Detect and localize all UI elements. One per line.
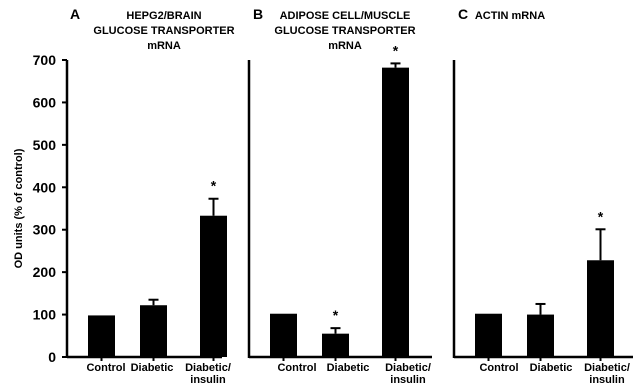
category-label: Diabetic/ [385, 362, 431, 374]
y-tick-label: 500 [33, 137, 57, 153]
category-label: Diabetic/ [185, 362, 231, 374]
category-label: insulin [589, 374, 625, 385]
category-label: Control [86, 362, 125, 374]
y-tick-label: 300 [33, 222, 57, 238]
bar [140, 305, 167, 357]
significance-marker: * [211, 178, 217, 194]
significance-marker: * [393, 42, 399, 58]
category-label: insulin [390, 374, 426, 385]
bar [270, 313, 297, 357]
y-tick-label: 700 [33, 52, 57, 68]
bar [527, 314, 554, 357]
bar [587, 260, 614, 357]
category-label: Control [479, 362, 518, 374]
panel-letter: C [458, 6, 468, 22]
y-tick-label: 200 [33, 264, 57, 280]
panel-title-line: GLUCOSE TRANSPORTER [93, 25, 234, 37]
bar [200, 215, 227, 357]
category-label: Diabetic [131, 362, 174, 374]
category-label: Diabetic [327, 362, 370, 374]
category-label: Control [277, 362, 316, 374]
panel-letter: B [253, 6, 263, 22]
bar [322, 333, 349, 357]
bar [88, 315, 115, 357]
significance-marker: * [333, 307, 339, 323]
panel-title-line: mRNA [147, 40, 181, 52]
panel-title-line: GLUCOSE TRANSPORTER [274, 25, 415, 37]
y-tick-label: 600 [33, 94, 57, 110]
y-tick-label: 0 [48, 349, 56, 365]
y-tick-label: 100 [33, 307, 57, 323]
category-label: insulin [190, 374, 226, 385]
category-label: Diabetic/ [584, 362, 630, 374]
bar [382, 67, 409, 357]
category-label: Diabetic [530, 362, 573, 374]
panel-title-line: mRNA [328, 40, 362, 52]
y-axis-title: OD units (% of control) [13, 148, 25, 268]
y-tick-label: 400 [33, 179, 57, 195]
significance-marker: * [598, 208, 604, 224]
bar [475, 313, 502, 357]
panel-title-line: ADIPOSE CELL/MUSCLE [280, 10, 411, 22]
panel-letter: A [70, 6, 80, 22]
panel-title-line: HEPG2/BRAIN [126, 10, 201, 22]
panel-title-line: ACTIN mRNA [475, 10, 545, 22]
